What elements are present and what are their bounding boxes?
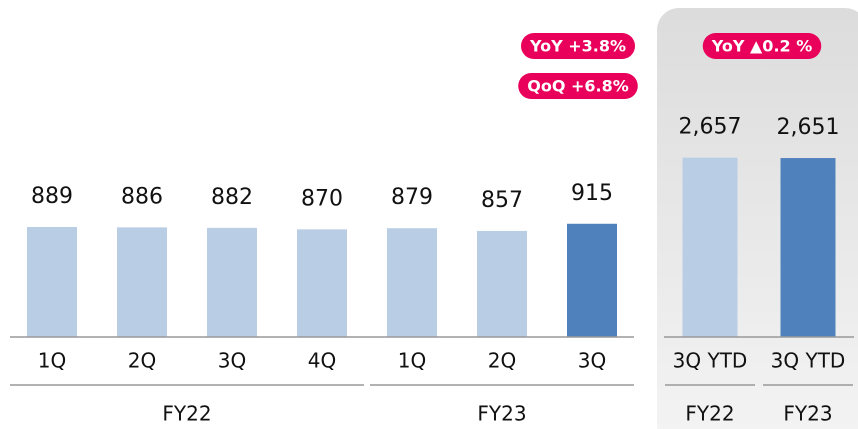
category-label: 1Q (398, 349, 426, 373)
category-label: 4Q (308, 349, 336, 373)
category-label: 3Q (218, 349, 246, 373)
group-label: FY22 (685, 402, 734, 426)
value-label: 857 (481, 188, 523, 213)
group-label: FY22 (162, 402, 211, 426)
group-label: FY23 (783, 402, 832, 426)
bar (297, 229, 347, 337)
bar (27, 226, 77, 337)
value-label: 886 (121, 184, 163, 209)
value-label: 2,651 (777, 115, 840, 140)
value-label: 879 (391, 185, 433, 210)
badge (520, 33, 636, 59)
bar (477, 230, 527, 337)
badge (518, 73, 638, 99)
value-label: 2,657 (679, 115, 742, 140)
category-label: 1Q (38, 349, 66, 373)
category-label: 2Q (488, 349, 516, 373)
bar (567, 223, 617, 337)
value-label: 915 (571, 181, 613, 206)
value-label: 889 (31, 184, 73, 209)
bar (387, 228, 437, 337)
bar (117, 227, 167, 337)
group-label: FY23 (477, 402, 526, 426)
value-label: 882 (211, 185, 253, 210)
badge-label: YoY ▲0.2 % (711, 37, 813, 56)
category-label: 3Q (578, 349, 606, 373)
bar (780, 158, 836, 337)
category-label: 3Q YTD (771, 349, 846, 373)
category-label: 3Q YTD (673, 349, 748, 373)
category-label: 2Q (128, 349, 156, 373)
badge-label: YoY +3.8% (529, 37, 626, 56)
badge-label: QoQ +6.8% (527, 77, 629, 96)
badge (702, 33, 822, 59)
bar (682, 157, 738, 337)
value-label: 870 (301, 186, 343, 211)
bar (207, 227, 257, 337)
